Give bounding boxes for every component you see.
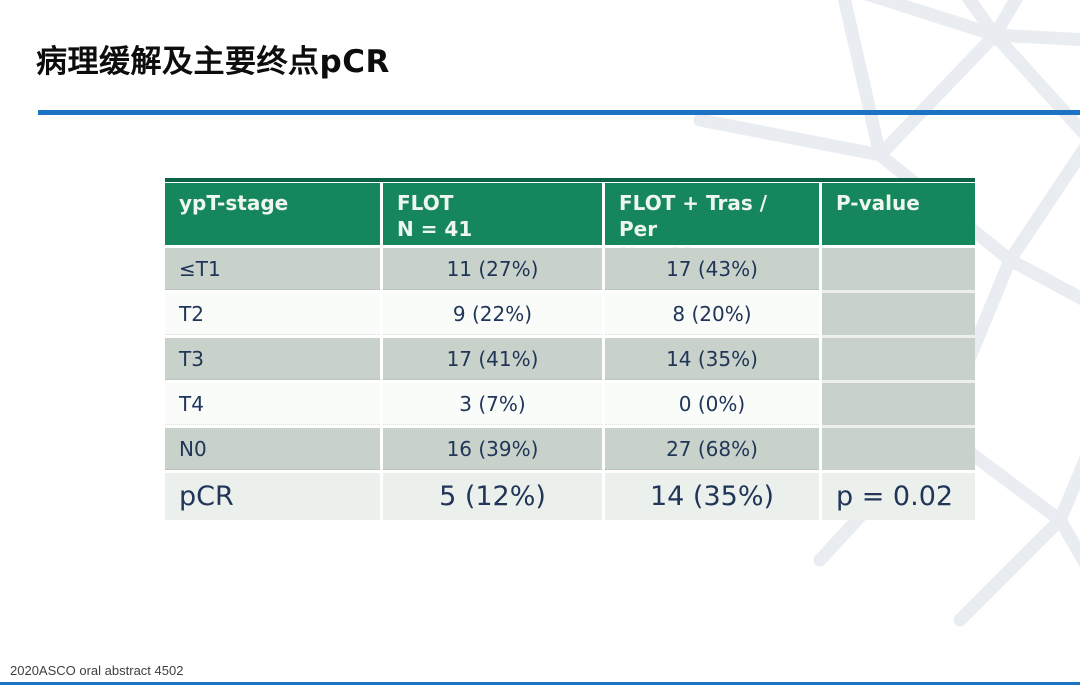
flot-tras-per-value-cell: 14 (35%) (605, 338, 819, 380)
bottom-accent-line (0, 682, 1080, 685)
flot-tras-per-value-cell: 8 (20%) (605, 293, 819, 335)
flot-value-cell: 3 (7%) (383, 383, 602, 425)
stage-cell: ≤T1 (165, 248, 380, 290)
flot-value-cell: 9 (22%) (383, 293, 602, 335)
pcr-flot-tras-per-value-cell: 14 (35%) (605, 473, 819, 520)
table-header-p-value: P-value (822, 183, 975, 245)
flot-tras-per-value-cell: 17 (43%) (605, 248, 819, 290)
pcr-flot-value-cell: 5 (12%) (383, 473, 602, 520)
title-underline (38, 110, 1080, 115)
p-value-merged-empty-cell (822, 248, 975, 470)
table-header-flot-tras-per: FLOT + Tras / Per N = 40 (605, 183, 819, 267)
flot-value-cell: 17 (41%) (383, 338, 602, 380)
header-line1: P-value (836, 191, 920, 215)
results-table-grid: ypT-stage FLOT N = 41 FLOT + Tras / Per … (165, 178, 975, 520)
table-header-ypt-stage: ypT-stage (165, 183, 380, 245)
header-line1: ypT-stage (179, 191, 289, 215)
flot-value-cell: 11 (27%) (383, 248, 602, 290)
flot-value-cell: 16 (39%) (383, 428, 602, 470)
stage-cell: N0 (165, 428, 380, 470)
header-line1: FLOT (397, 191, 454, 215)
pcr-p-value-cell: p = 0.02 (822, 473, 975, 520)
flot-tras-per-value-cell: 27 (68%) (605, 428, 819, 470)
stage-cell: T3 (165, 338, 380, 380)
citation-footer: 2020ASCO oral abstract 4502 (10, 663, 184, 678)
header-line2: N = 41 (397, 217, 473, 241)
results-table: ypT-stage FLOT N = 41 FLOT + Tras / Per … (165, 178, 975, 520)
slide-title: 病理缓解及主要终点pCR (36, 44, 390, 80)
pcr-stage-cell: pCR (165, 473, 380, 520)
table-header-flot: FLOT N = 41 (383, 183, 602, 245)
header-line1: FLOT + Tras / Per (619, 191, 767, 241)
stage-cell: T2 (165, 293, 380, 335)
stage-cell: T4 (165, 383, 380, 425)
flot-tras-per-value-cell: 0 (0%) (605, 383, 819, 425)
